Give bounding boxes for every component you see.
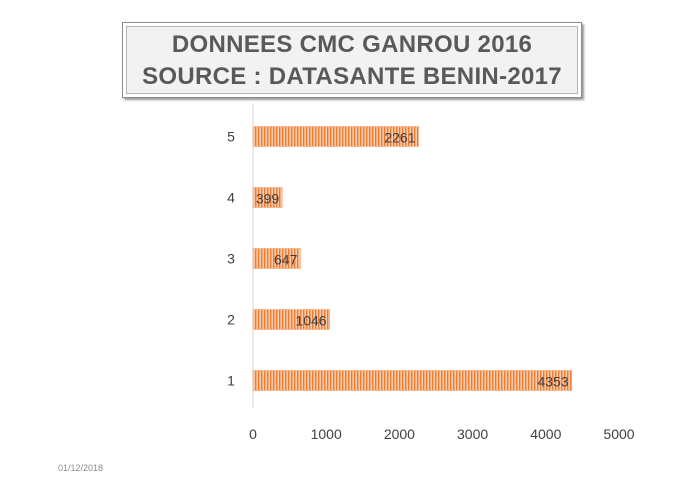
plot-area: 1 4353 2 1046 3 647 4 399 5 2261 0 1000 2000 3000 4000… (227, 103, 635, 442)
category-label-2: 2 (227, 312, 235, 328)
x-tick-label-4000: 4000 (530, 426, 561, 442)
footer-date: 01/12/2018 (58, 463, 104, 473)
data-label-4: 399 (256, 191, 280, 207)
category-label-3: 3 (227, 251, 235, 267)
data-label-2: 1046 (295, 313, 326, 329)
chart-title-line-1: DONNEES CMC GANROU 2016 (171, 31, 533, 58)
category-label-5: 5 (227, 129, 235, 145)
chart-title-line-2: SOURCE : DATASANTE BENIN-2017 (142, 63, 562, 90)
category-label-1: 1 (227, 373, 235, 389)
category-label-4: 4 (227, 190, 235, 206)
bar-4 (252, 187, 283, 208)
chart-title: DONNEES CMC GANROU 2016 SOURCE : DATASAN… (122, 22, 582, 98)
data-label-1: 4353 (537, 374, 568, 390)
bar-3 (252, 248, 301, 269)
x-tick-label-0: 0 (249, 426, 257, 442)
bar-1 (252, 370, 573, 391)
data-label-3: 647 (274, 252, 298, 268)
x-tick-label-2000: 2000 (384, 426, 415, 442)
data-label-5: 2261 (384, 130, 415, 146)
bar-2 (252, 309, 330, 330)
x-tick-label-1000: 1000 (311, 426, 342, 442)
x-tick-label-5000: 5000 (603, 426, 634, 442)
bar-5 (252, 126, 419, 147)
x-tick-label-3000: 3000 (457, 426, 488, 442)
